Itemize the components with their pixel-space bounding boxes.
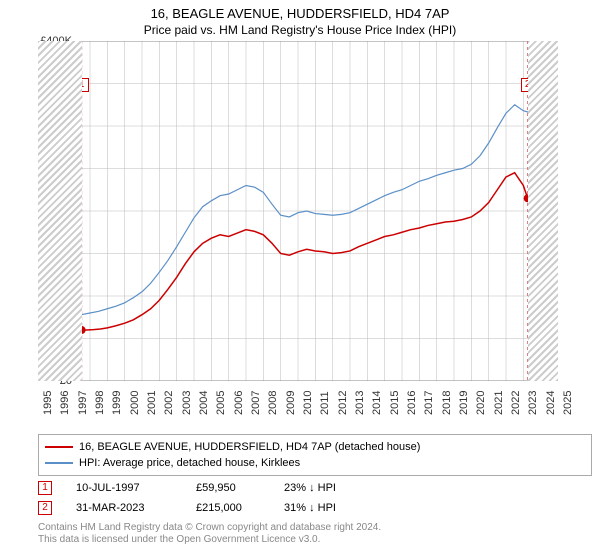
chart-title: 16, BEAGLE AVENUE, HUDDERSFIELD, HD4 7AP — [0, 0, 600, 21]
legend-swatch — [45, 462, 73, 464]
x-tick-label: 2025 — [562, 391, 574, 415]
x-tick-label: 1996 — [59, 391, 71, 415]
x-tick-label: 2007 — [250, 391, 262, 415]
chart-area: £0£50K£100K£150K£200K£250K£300K£350K£400… — [38, 41, 598, 431]
data-row-pct: 31% ↓ HPI — [284, 502, 374, 514]
x-tick-label: 2017 — [423, 391, 435, 415]
x-tick-label: 2024 — [545, 391, 557, 415]
legend-label: HPI: Average price, detached house, Kirk… — [79, 457, 300, 469]
data-table: 1 10-JUL-1997£59,95023% ↓ HPI 2 31-MAR-2023… — [38, 478, 600, 518]
hatch-region — [38, 41, 82, 381]
legend-item: HPI: Average price, detached house, Kirk… — [45, 455, 585, 471]
x-tick-label: 2009 — [285, 391, 297, 415]
data-row-date: 10-JUL-1997 — [76, 482, 196, 494]
legend-swatch — [45, 446, 73, 448]
x-tick-label: 2022 — [510, 391, 522, 415]
x-tick-label: 1997 — [77, 391, 89, 415]
x-tick-label: 2016 — [406, 391, 418, 415]
footer-line-2: This data is licensed under the Open Gov… — [38, 534, 600, 546]
data-row-date: 31-MAR-2023 — [76, 502, 196, 514]
data-row-price: £59,950 — [196, 482, 284, 494]
data-row-marker: 1 — [38, 481, 52, 495]
x-tick-label: 2012 — [337, 391, 349, 415]
x-tick-label: 2006 — [233, 391, 245, 415]
x-tick-label: 2023 — [527, 391, 539, 415]
footer: Contains HM Land Registry data © Crown c… — [38, 522, 600, 546]
x-tick-label: 1999 — [111, 391, 123, 415]
legend-item: 16, BEAGLE AVENUE, HUDDERSFIELD, HD4 7AP… — [45, 439, 585, 455]
x-tick-label: 2018 — [441, 391, 453, 415]
data-row-price: £215,000 — [196, 502, 284, 514]
x-tick-label: 2000 — [129, 391, 141, 415]
x-tick-label: 1995 — [42, 391, 54, 415]
x-tick-label: 2015 — [389, 391, 401, 415]
x-tick-label: 2005 — [215, 391, 227, 415]
legend: 16, BEAGLE AVENUE, HUDDERSFIELD, HD4 7AP… — [38, 434, 592, 476]
x-tick-label: 2008 — [267, 391, 279, 415]
footer-line-1: Contains HM Land Registry data © Crown c… — [38, 522, 600, 534]
x-tick-label: 2011 — [319, 391, 331, 415]
x-tick-label: 2002 — [163, 391, 175, 415]
x-tick-label: 2004 — [198, 391, 210, 415]
x-tick-label: 2003 — [181, 391, 193, 415]
x-tick-label: 2014 — [371, 391, 383, 415]
x-tick-label: 1998 — [94, 391, 106, 415]
chart-subtitle: Price paid vs. HM Land Registry's House … — [0, 21, 600, 41]
x-tick-label: 2010 — [302, 391, 314, 415]
data-row: 2 31-MAR-2023£215,00031% ↓ HPI — [38, 498, 600, 518]
data-row: 1 10-JUL-1997£59,95023% ↓ HPI — [38, 478, 600, 498]
chart-svg — [38, 41, 558, 381]
x-tick-label: 2021 — [493, 391, 505, 415]
data-row-pct: 23% ↓ HPI — [284, 482, 374, 494]
hatch-region — [528, 41, 558, 381]
x-tick-label: 2020 — [475, 391, 487, 415]
legend-label: 16, BEAGLE AVENUE, HUDDERSFIELD, HD4 7AP… — [79, 441, 420, 453]
x-tick-label: 2013 — [354, 391, 366, 415]
x-tick-label: 2019 — [458, 391, 470, 415]
x-tick-label: 2001 — [146, 391, 158, 415]
data-row-marker: 2 — [38, 501, 52, 515]
